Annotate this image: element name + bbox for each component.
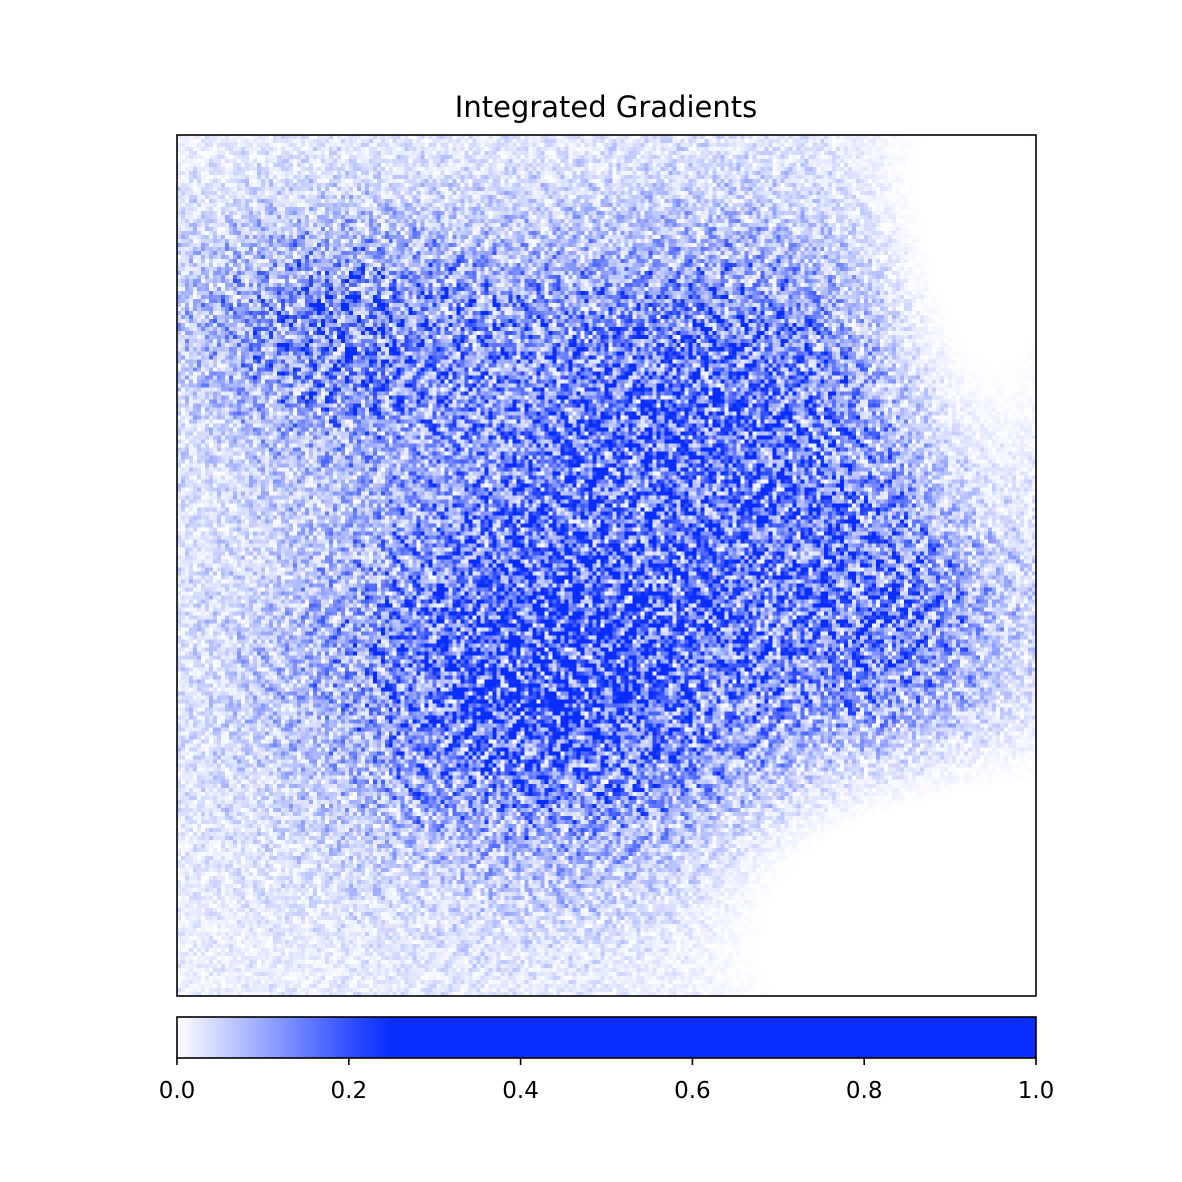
heatmap-canvas-holder — [177, 135, 1036, 996]
heatmap — [176, 134, 1037, 997]
chart-title: Integrated Gradients — [455, 90, 757, 124]
colorbar-tick-label: 0.6 — [674, 1078, 711, 1104]
colorbar-tick-label: 0.0 — [159, 1078, 196, 1104]
colorbar-fill — [177, 1017, 1036, 1058]
colorbar-frame — [176, 1016, 1037, 1059]
heatmap-image — [177, 135, 1036, 996]
colorbar-ticks: 0.0 0.2 0.4 0.6 0.8 1.0 — [159, 1058, 1055, 1104]
colorbar-tick-label: 0.2 — [331, 1078, 368, 1104]
colorbar-tick-label: 0.4 — [502, 1078, 539, 1104]
colorbar: 0.0 0.2 0.4 0.6 0.8 1.0 — [159, 1016, 1055, 1104]
colorbar-tick-label: 0.8 — [846, 1078, 883, 1104]
heatmap-frame — [176, 134, 1037, 997]
colorbar-tick-label: 1.0 — [1018, 1078, 1055, 1104]
